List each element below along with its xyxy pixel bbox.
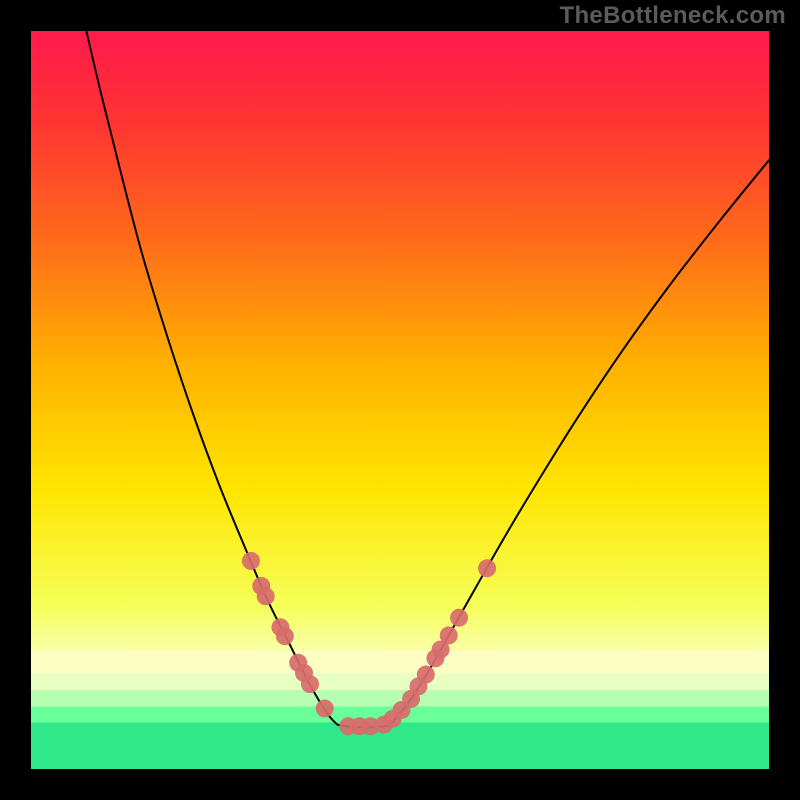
band xyxy=(31,673,769,690)
chart-container: TheBottleneck.com xyxy=(0,0,800,800)
bottleneck-curve-chart xyxy=(31,31,769,769)
marker-dot xyxy=(478,559,496,577)
marker-dot xyxy=(276,627,294,645)
marker-dot xyxy=(316,699,334,717)
marker-dot xyxy=(417,666,435,684)
marker-dot xyxy=(242,552,260,570)
band xyxy=(31,651,769,673)
band xyxy=(31,723,769,769)
marker-dot xyxy=(301,675,319,693)
marker-dot xyxy=(257,587,275,605)
marker-dot xyxy=(450,609,468,627)
watermark-label: TheBottleneck.com xyxy=(560,2,786,30)
marker-dot xyxy=(440,626,458,644)
